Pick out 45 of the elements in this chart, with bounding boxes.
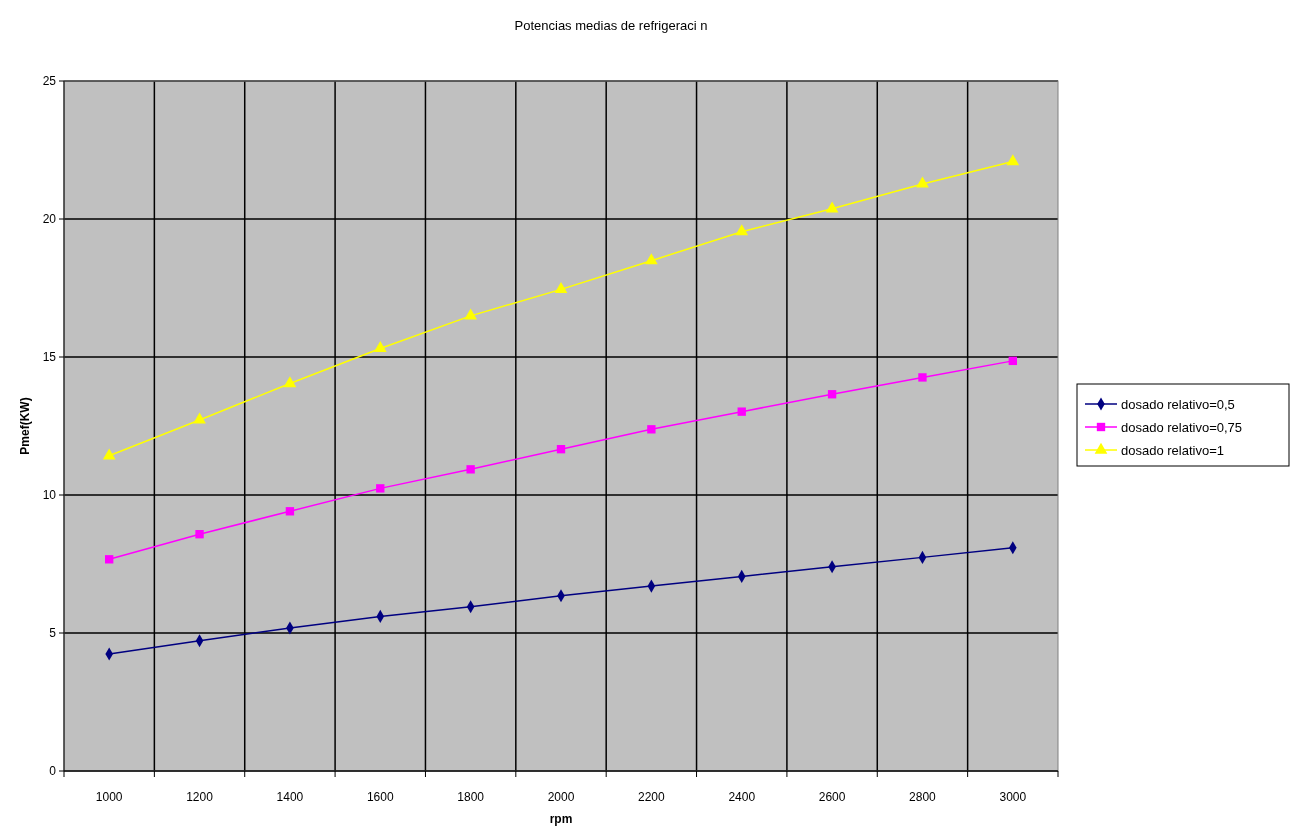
x-tick-label: 2600: [818, 790, 846, 804]
x-tick-label: 2000: [547, 790, 575, 804]
point: [105, 555, 114, 564]
point: [735, 224, 749, 236]
point: [283, 376, 297, 388]
x-tick-label: 2400: [728, 790, 756, 804]
point: [647, 425, 656, 434]
point: [916, 176, 929, 188]
point: [827, 390, 837, 399]
point: [554, 282, 568, 294]
point: [195, 530, 204, 539]
y-tick-label: 10: [42, 488, 57, 503]
point: [645, 253, 658, 265]
x-tick-label: 1000: [95, 790, 123, 804]
point: [193, 412, 206, 424]
y-tick-label: 5: [49, 626, 57, 641]
y-tick-label: 25: [42, 74, 57, 89]
chart-title: Potencias medias de refrigeraci n: [514, 18, 708, 33]
y-tick-label: 0: [49, 764, 57, 779]
point: [737, 407, 746, 416]
x-tick-label: 1600: [366, 790, 394, 804]
point: [464, 308, 477, 320]
x-tick-label: 1200: [186, 790, 214, 804]
point: [1006, 154, 1020, 166]
point: [918, 373, 927, 382]
x-tick-label: 1800: [457, 790, 485, 804]
x-axis-title: rpm: [549, 812, 573, 826]
y-tick-label: 20: [42, 212, 57, 227]
y-tick-label: 15: [42, 350, 57, 365]
point: [556, 445, 566, 454]
point: [285, 507, 295, 516]
x-tick-label: 3000: [999, 790, 1027, 804]
legend-label: dosado relativo=0,75: [1121, 419, 1243, 435]
point: [102, 448, 116, 460]
point: [376, 484, 385, 493]
point: [1008, 356, 1017, 366]
x-tick-label: 1400: [276, 790, 304, 804]
x-tick-label: 2200: [638, 790, 666, 804]
point: [373, 341, 387, 353]
legend-label: dosado relativo=0,5: [1121, 396, 1235, 412]
y-axis-title: Pmef(KW): [18, 397, 32, 455]
x-tick-label: 2800: [909, 790, 937, 804]
point: [825, 201, 839, 213]
legend-label: dosado relativo=1: [1121, 442, 1224, 458]
point: [466, 465, 475, 474]
